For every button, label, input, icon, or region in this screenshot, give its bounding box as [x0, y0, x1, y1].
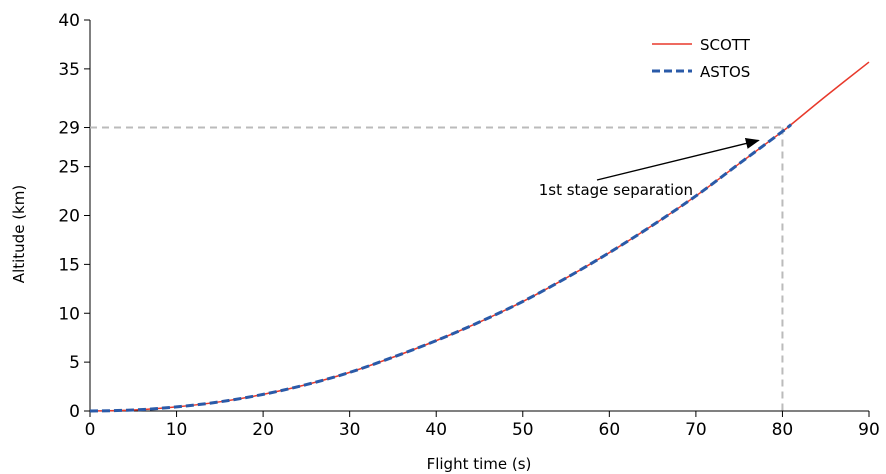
y-tick-label: 10 [58, 304, 80, 324]
series-line-scott [89, 61, 870, 412]
y-tick-label: 35 [58, 60, 80, 80]
y-tick-label: 20 [58, 207, 80, 227]
y-tick-label: 0 [69, 402, 80, 422]
y-tick-label: 29 [58, 119, 80, 139]
x-tick-label: 20 [252, 420, 274, 440]
y-tick-label: 15 [58, 255, 80, 275]
x-tick-label: 60 [599, 420, 621, 440]
annotation: 1st stage separation [539, 137, 760, 199]
y-tick-label: 25 [58, 158, 80, 178]
legend-label-astos: ASTOS [700, 63, 750, 81]
series-lines [89, 61, 870, 413]
x-tick-label: 0 [85, 420, 96, 440]
annotation-text: 1st stage separation [539, 181, 693, 199]
x-tick-label: 90 [858, 420, 880, 440]
reference-lines [90, 126, 784, 411]
x-tick-label: 30 [339, 420, 361, 440]
x-axis-title: Flight time (s) [427, 455, 532, 473]
x-tick-label: 70 [685, 420, 707, 440]
legend-label-scott: SCOTT [700, 36, 751, 54]
series-line-astos [89, 123, 793, 413]
x-tick-label: 10 [166, 420, 188, 440]
y-tick-label: 40 [58, 11, 80, 31]
legend: SCOTT ASTOS [652, 36, 751, 81]
x-tick-label: 80 [772, 420, 794, 440]
axes: 0 10 20 30 40 50 60 70 80 90 0 5 10 15 20 25 29 35 40 [58, 11, 879, 440]
y-axis-title: Altitude (km) [10, 185, 28, 283]
annotation-arrow [596, 137, 760, 181]
x-tick-label: 40 [425, 420, 447, 440]
x-tick-label: 50 [512, 420, 534, 440]
y-tick-label: 5 [69, 353, 80, 373]
